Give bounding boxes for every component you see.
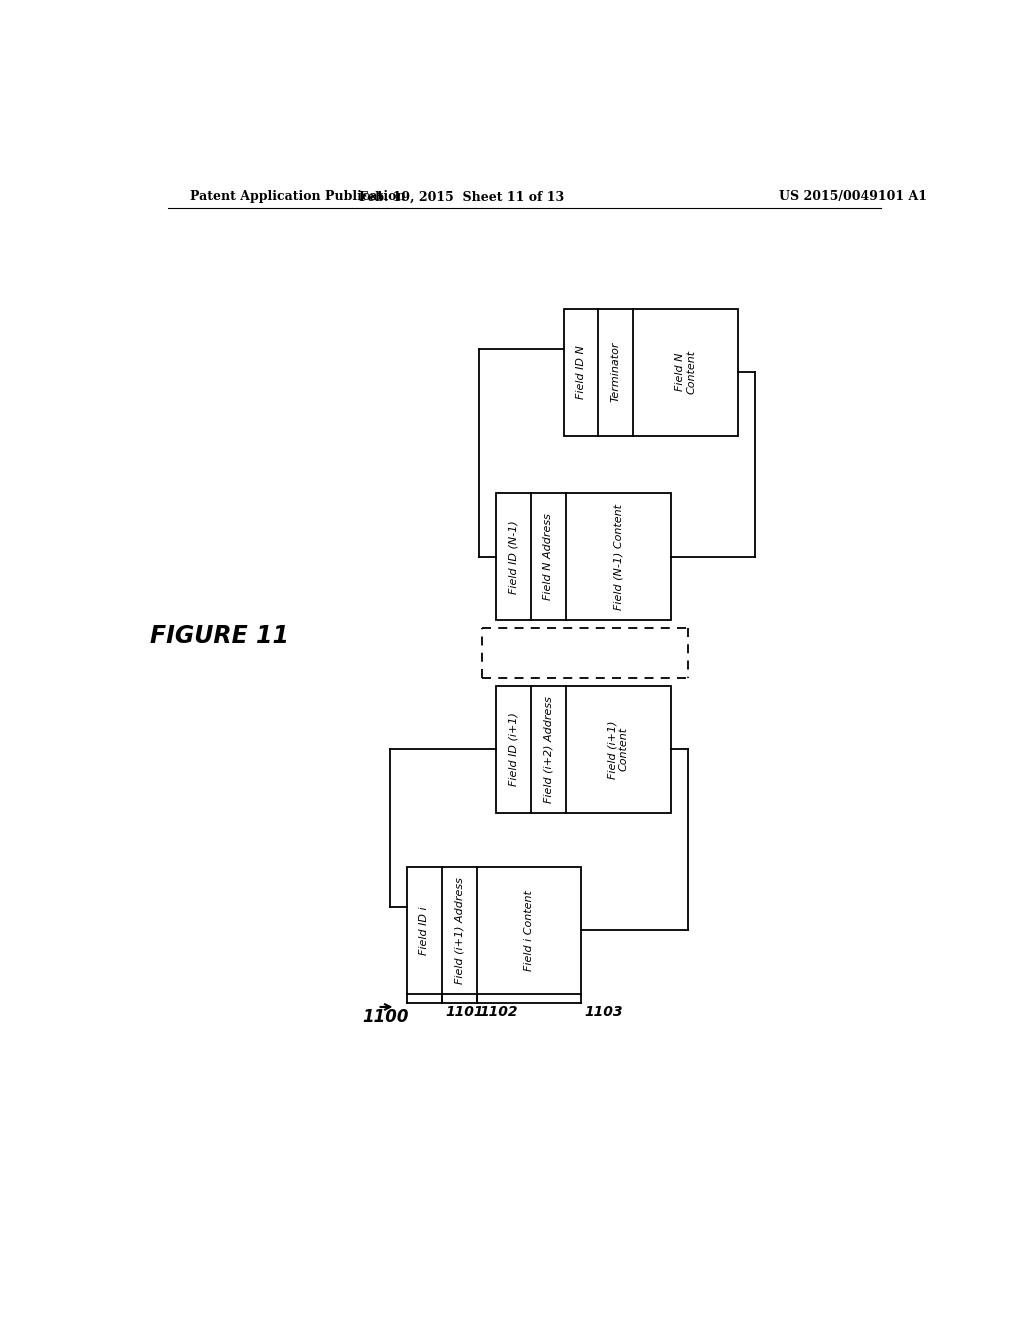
Text: Feb. 19, 2015  Sheet 11 of 13: Feb. 19, 2015 Sheet 11 of 13	[358, 190, 564, 203]
Text: Field ID N: Field ID N	[575, 345, 586, 399]
Text: Terminator: Terminator	[611, 342, 621, 403]
Text: 1101: 1101	[445, 1005, 483, 1019]
Text: Field ID (i+1): Field ID (i+1)	[509, 713, 518, 787]
Text: Field N Address: Field N Address	[544, 513, 553, 601]
Text: Field N
Content: Field N Content	[675, 350, 696, 395]
Bar	[407, 867, 582, 994]
Text: Field (N-1) Content: Field (N-1) Content	[613, 504, 624, 610]
Text: US 2015/0049101 A1: US 2015/0049101 A1	[779, 190, 927, 203]
Text: 1103: 1103	[585, 1005, 623, 1019]
Text: Field (i+1)
Content: Field (i+1) Content	[607, 721, 629, 779]
Text: Field ID (N-1): Field ID (N-1)	[509, 520, 518, 594]
Bar	[496, 494, 671, 620]
Text: Patent Application Publication: Patent Application Publication	[190, 190, 406, 203]
Text: 1102: 1102	[480, 1005, 518, 1019]
Text: Field i Content: Field i Content	[524, 890, 535, 970]
Bar	[563, 309, 738, 436]
Text: Field (i+1) Address: Field (i+1) Address	[455, 876, 464, 983]
Text: Field ID i: Field ID i	[420, 906, 429, 954]
Text: 1100: 1100	[362, 1008, 409, 1026]
Text: FIGURE 11: FIGURE 11	[150, 624, 289, 648]
Bar	[496, 686, 671, 813]
Text: Field (i+2) Address: Field (i+2) Address	[544, 696, 553, 803]
